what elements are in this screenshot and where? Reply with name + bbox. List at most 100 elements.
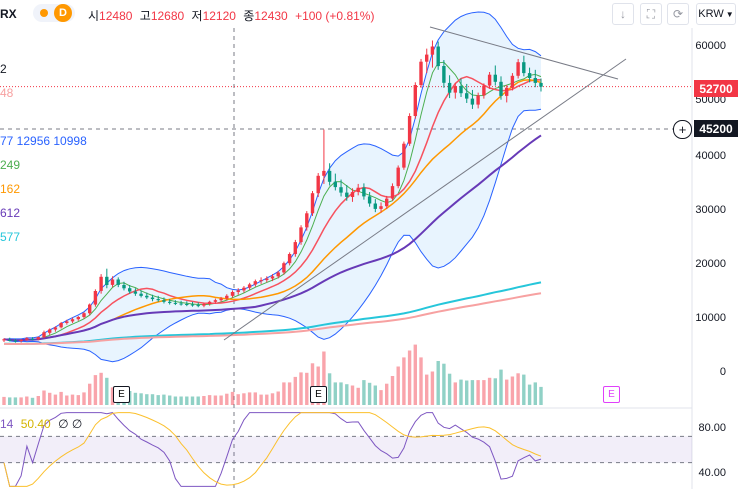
- candle-body: [493, 74, 497, 82]
- volume-bar: [459, 379, 463, 405]
- volume-bar: [30, 397, 35, 405]
- close-label: 종: [243, 9, 255, 23]
- volume-bar: [367, 382, 372, 405]
- candle-body: [499, 81, 503, 96]
- volume-bar: [470, 380, 475, 405]
- volume-bar: [236, 394, 240, 405]
- volume-bar: [453, 382, 457, 405]
- volume-bar: [173, 396, 178, 405]
- legend-line-6: 612: [0, 206, 21, 220]
- volume-bar: [539, 386, 543, 405]
- rsi-legend: 14 50.40 ∅ ∅: [0, 417, 82, 431]
- candle-body: [53, 327, 58, 330]
- rsi-tick-40: 40.00: [698, 467, 726, 479]
- volume-bar: [276, 391, 280, 405]
- add-alert-button[interactable]: +: [673, 120, 692, 139]
- symbol-name[interactable]: RX: [0, 7, 17, 21]
- volume-bar: [185, 396, 189, 405]
- ohlc-readout: 시12480 고12680 저12120 종12430 +100 (+0.81%…: [88, 7, 374, 24]
- rsi-ma-line: [3, 412, 542, 487]
- candle-body: [13, 340, 18, 342]
- bollinger-band-fill: [4, 12, 541, 362]
- y-tick-10000: 10000: [695, 312, 726, 324]
- volume-bar: [322, 351, 326, 405]
- candle-body: [436, 46, 440, 67]
- arrow-down-icon: ↓: [620, 7, 626, 21]
- candle-body: [76, 317, 80, 320]
- candle-body: [99, 276, 103, 291]
- volume-bar: [379, 390, 383, 405]
- candle-body: [425, 54, 429, 62]
- open-value: 12480: [99, 9, 133, 23]
- candle-body: [522, 62, 526, 74]
- candle-body: [133, 291, 138, 294]
- volume-bar: [402, 357, 406, 405]
- volume-bar: [442, 363, 446, 405]
- volume-bar: [527, 384, 532, 405]
- candle-body: [539, 82, 543, 87]
- volume-bar: [499, 369, 503, 405]
- reset-button[interactable]: ⟳: [667, 3, 689, 25]
- y-tick-20000: 20000: [695, 258, 726, 270]
- candle-body: [93, 291, 98, 305]
- currency-label: KRW: [698, 8, 724, 20]
- candle-body: [145, 295, 149, 298]
- volume-bar: [179, 396, 183, 405]
- y-tick-40000: 40000: [695, 150, 726, 162]
- candle-body: [373, 203, 377, 209]
- candle-body: [310, 193, 315, 214]
- candle-body: [413, 85, 417, 116]
- change-value: +100 (+0.81%): [295, 9, 375, 23]
- candle-body: [533, 78, 537, 83]
- candle-body: [385, 198, 389, 207]
- volume-bar: [516, 373, 520, 405]
- candle-body: [70, 319, 75, 322]
- event-marker[interactable]: E: [113, 386, 130, 403]
- candle-body: [247, 284, 252, 288]
- candle-body: [196, 305, 200, 307]
- legend-line-2: 48: [0, 86, 14, 100]
- candle-body: [25, 338, 29, 340]
- volume-bar: [150, 394, 155, 405]
- candle-body: [48, 329, 52, 333]
- candle-body: [128, 288, 132, 292]
- volume-bar: [505, 379, 509, 405]
- volume-bar: [310, 363, 315, 405]
- volume-bar: [493, 378, 497, 405]
- volume-bar: [436, 361, 440, 405]
- event-marker-future[interactable]: E: [603, 386, 620, 403]
- candle-body: [407, 116, 412, 144]
- legend-line-7: 577: [0, 230, 21, 244]
- symbol-pills[interactable]: D: [33, 4, 75, 22]
- candle-body: [162, 300, 166, 302]
- volume-bar: [259, 394, 263, 405]
- high-value: 12680: [150, 9, 185, 23]
- event-marker[interactable]: E: [310, 386, 327, 403]
- candle-body: [156, 299, 160, 301]
- candle-body: [150, 297, 155, 300]
- close-value: 12430: [254, 9, 288, 23]
- candle-body: [2, 339, 6, 341]
- candle-body: [213, 300, 218, 302]
- candle-body: [505, 87, 509, 96]
- candle-body: [527, 73, 532, 78]
- volume-bar: [2, 396, 6, 405]
- volume-bar: [270, 393, 275, 405]
- rsi-tick-80: 80.00: [698, 422, 726, 434]
- candle-body: [242, 287, 246, 291]
- volume-bar: [8, 397, 12, 405]
- currency-selector[interactable]: KRW ▼: [696, 3, 736, 25]
- volume-bar: [82, 392, 86, 405]
- fullscreen-button[interactable]: ⛶: [640, 3, 662, 25]
- volume-bar: [48, 392, 52, 405]
- scroll-down-button[interactable]: ↓: [612, 3, 634, 25]
- volume-bar: [356, 387, 360, 405]
- volume-bar: [282, 382, 286, 405]
- volume-bar: [350, 385, 355, 405]
- volume-bar: [447, 373, 452, 405]
- volume-bar: [390, 376, 395, 405]
- candle-body: [185, 304, 189, 305]
- candle-body: [282, 263, 286, 273]
- volume-bar: [93, 375, 98, 405]
